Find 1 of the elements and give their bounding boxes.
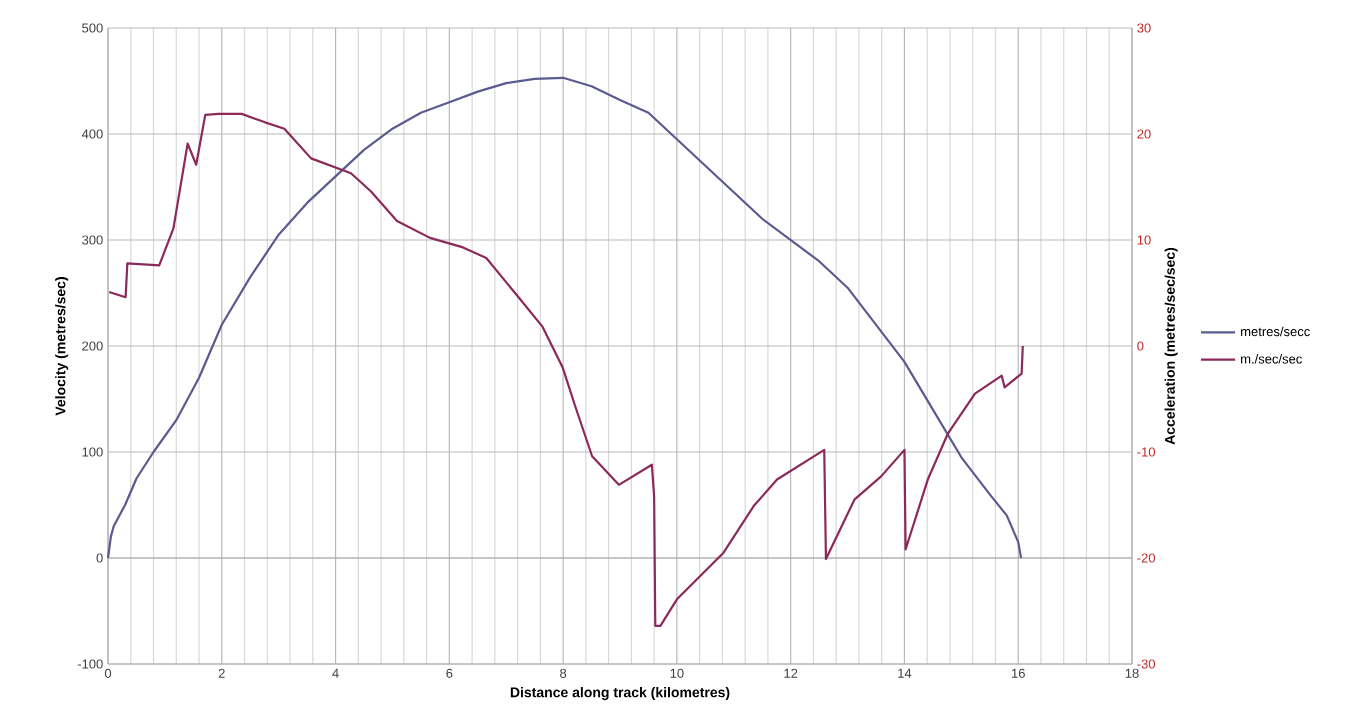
- line-series: [108, 112, 1024, 627]
